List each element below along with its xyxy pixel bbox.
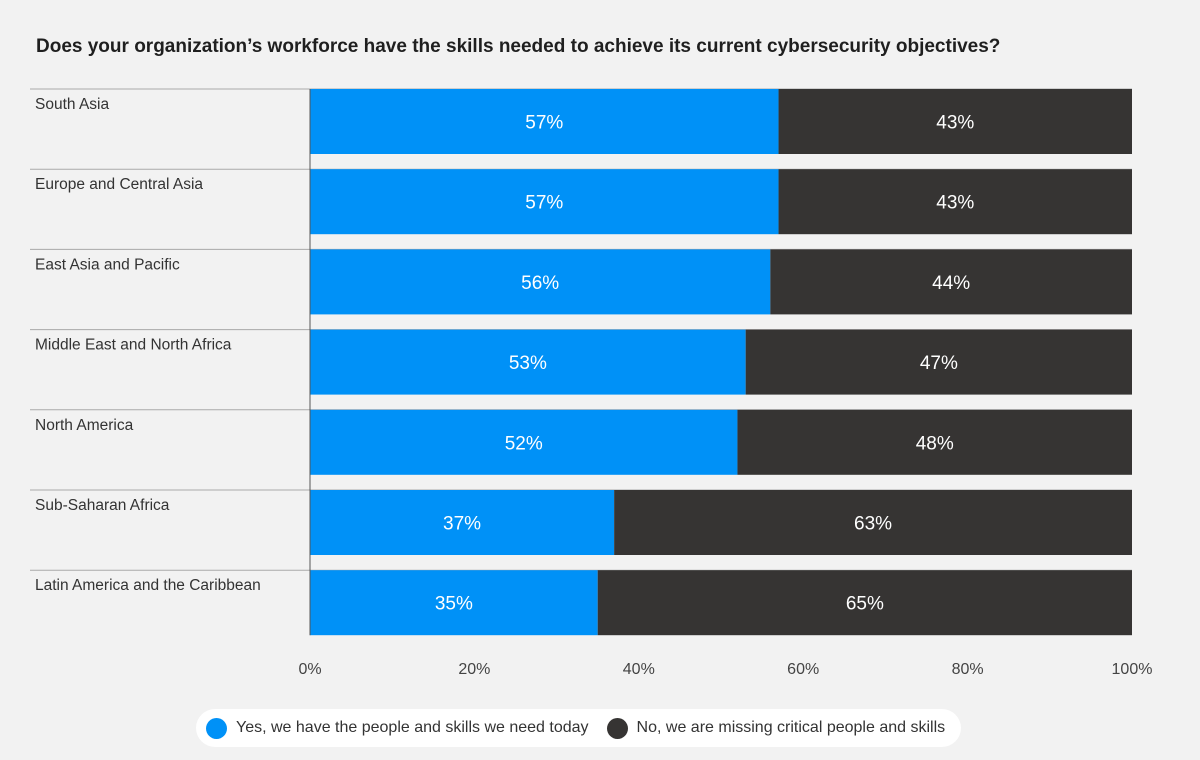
data-label-yes: 37% bbox=[443, 514, 481, 535]
legend-swatch-yes bbox=[206, 717, 227, 739]
data-label-yes: 57% bbox=[525, 193, 563, 214]
category-label: East Asia and Pacific bbox=[35, 256, 180, 273]
bar-segment-yes bbox=[310, 409, 738, 475]
data-label-yes: 53% bbox=[509, 353, 547, 374]
legend-label-no: No, we are missing critical people and s… bbox=[636, 719, 946, 736]
chart-legend: Yes, we have the people and skills we ne… bbox=[196, 709, 962, 747]
bar-segment-yes bbox=[310, 249, 771, 315]
category-label: Europe and Central Asia bbox=[35, 176, 203, 193]
data-label-no: 65% bbox=[846, 594, 884, 615]
data-label-no: 63% bbox=[854, 514, 892, 535]
data-label-no: 47% bbox=[920, 353, 958, 374]
bar-segment-yes bbox=[310, 169, 779, 235]
x-tick-label: 0% bbox=[298, 661, 321, 678]
bar-segment-no bbox=[778, 169, 1132, 235]
data-label-yes: 56% bbox=[521, 273, 559, 294]
legend-swatch-no bbox=[606, 717, 628, 739]
legend-item-no: No, we are missing critical people and s… bbox=[606, 717, 946, 739]
data-label-no: 43% bbox=[936, 113, 974, 134]
x-tick-label: 20% bbox=[458, 661, 490, 678]
bar-segment-yes bbox=[310, 329, 746, 395]
data-label-yes: 57% bbox=[525, 113, 563, 134]
bar-segment-no bbox=[597, 570, 1132, 636]
bar-segment-yes bbox=[310, 490, 615, 555]
bar-segment-no bbox=[614, 490, 1132, 555]
bar-segment-no bbox=[745, 329, 1132, 395]
data-label-yes: 52% bbox=[505, 433, 543, 454]
bar-segment-no bbox=[737, 409, 1132, 475]
x-tick-label: 80% bbox=[952, 661, 984, 678]
legend-item-yes: Yes, we have the people and skills we ne… bbox=[206, 717, 589, 739]
category-label: Middle East and North Africa bbox=[35, 337, 232, 354]
data-label-no: 44% bbox=[932, 273, 970, 294]
bar-segment-no bbox=[778, 89, 1132, 154]
data-label-yes: 35% bbox=[435, 594, 473, 615]
bar-segment-no bbox=[770, 249, 1132, 315]
stacked-bar-chart: South Asia 57% 43% Europe and Central Asia 5… bbox=[30, 88, 1153, 678]
bar-segment-yes bbox=[310, 89, 779, 154]
x-tick-label: 40% bbox=[623, 661, 655, 678]
data-label-no: 48% bbox=[916, 433, 954, 454]
data-label-no: 43% bbox=[936, 193, 974, 214]
x-tick-label: 60% bbox=[787, 661, 819, 678]
x-tick-label: 100% bbox=[1112, 661, 1153, 678]
chart-title: Does your organization’s workforce have … bbox=[36, 36, 1001, 57]
category-label: Latin America and the Caribbean bbox=[35, 577, 261, 594]
category-label: South Asia bbox=[35, 96, 109, 113]
legend-label-yes: Yes, we have the people and skills we ne… bbox=[236, 719, 589, 736]
bar-segment-yes bbox=[310, 570, 598, 636]
category-label: Sub-Saharan Africa bbox=[35, 497, 170, 514]
category-label: North America bbox=[35, 417, 134, 434]
